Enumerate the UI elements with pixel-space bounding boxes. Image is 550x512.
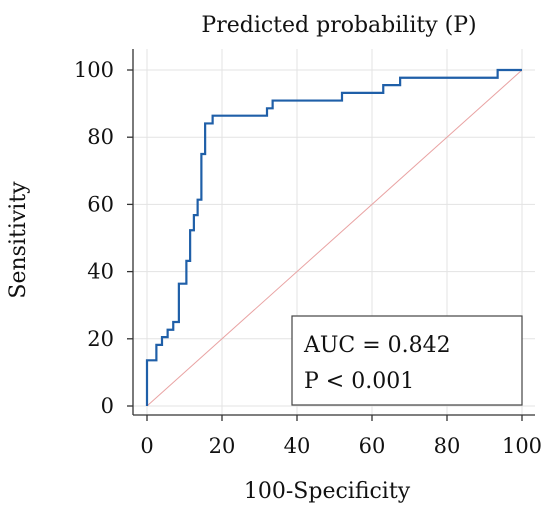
- x-axis-ticks: 0 20 40 60 80 100: [140, 415, 542, 458]
- annotation-p-value: P < 0.001: [304, 369, 414, 394]
- y-tick-label-3: 60: [87, 192, 114, 216]
- chart-title: Predicted probability (P): [201, 13, 476, 38]
- y-tick-label-5: 100: [74, 58, 114, 82]
- x-axis-title: 100-Specificity: [244, 479, 411, 504]
- reference-diagonal-line: [146, 69, 523, 407]
- series-layer: [145, 68, 523, 407]
- y-axis-ticks: 0 20 40 60 80 100: [74, 58, 133, 418]
- roc-curve-line: [145, 68, 522, 406]
- y-tick-label-2: 40: [87, 260, 114, 284]
- x-tick-label-4: 80: [434, 434, 461, 458]
- x-tick-label-5: 100: [502, 434, 542, 458]
- x-tick-label-0: 0: [140, 434, 153, 458]
- annotation-frame: [291, 315, 523, 406]
- x-tick-label-3: 60: [359, 434, 386, 458]
- x-tick-label-2: 40: [284, 434, 311, 458]
- x-tick-label-1: 20: [209, 434, 236, 458]
- annotation-auc: AUC = 0.842: [303, 333, 451, 358]
- annotation-box: AUC = 0.842 P < 0.001: [291, 315, 523, 406]
- grid: [133, 49, 535, 415]
- y-tick-label-1: 20: [87, 327, 114, 351]
- y-axis-title: Sensitivity: [6, 181, 31, 299]
- y-tick-label-0: 0: [101, 394, 114, 418]
- y-tick-label-4: 80: [87, 125, 114, 149]
